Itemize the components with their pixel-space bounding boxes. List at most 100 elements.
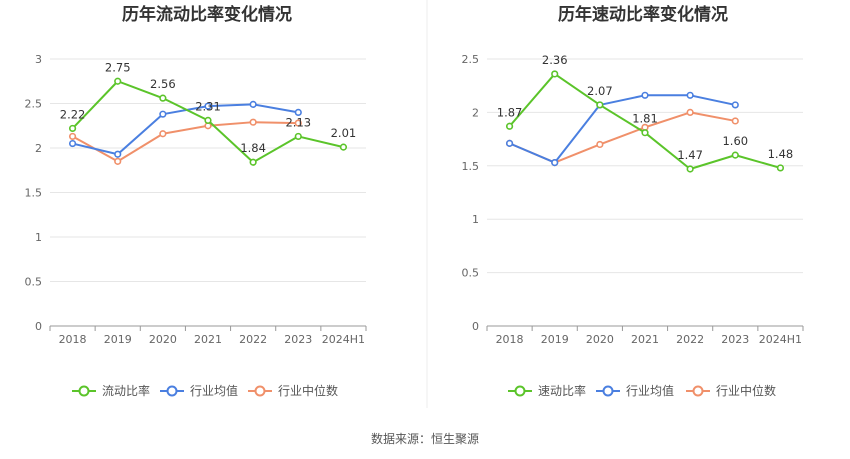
data-label: 2.31 xyxy=(195,99,221,113)
data-point xyxy=(204,116,212,125)
chart-1: 历年流动比率变化情况 0 0.5 1 1.5 2 2.5 3 2018 2019 2020 2021 2… xyxy=(25,4,367,398)
legend-item: 行业均值 xyxy=(596,383,674,398)
data-label: 2.22 xyxy=(60,107,86,121)
data-point xyxy=(731,101,739,109)
data-point xyxy=(731,117,739,125)
x-tick-label: 2019 xyxy=(104,333,132,346)
y-tick-label: 3 xyxy=(35,53,42,66)
data-point xyxy=(114,157,122,165)
data-point xyxy=(505,139,514,147)
series-line-3 xyxy=(72,121,299,163)
x-tick-label: 2022 xyxy=(676,333,704,346)
y-tick-label: 0 xyxy=(472,320,479,333)
data-point xyxy=(68,132,77,141)
data-point xyxy=(686,91,694,99)
data-point xyxy=(551,158,559,167)
legend-marker xyxy=(514,385,526,397)
data-point xyxy=(596,140,604,149)
data-point xyxy=(551,70,559,78)
data-point xyxy=(339,143,348,151)
legend-label: 行业均值 xyxy=(190,383,238,398)
data-label: 1.48 xyxy=(768,147,794,161)
x-tick-label: 2022 xyxy=(239,333,267,346)
data-point xyxy=(249,100,257,108)
x-tick-label: 2018 xyxy=(59,333,87,346)
data-label: 1.47 xyxy=(677,148,703,162)
data-point xyxy=(641,91,649,99)
data-point xyxy=(686,165,694,173)
x-tick-label: 2021 xyxy=(194,333,222,346)
data-point xyxy=(686,108,694,116)
data-point xyxy=(596,101,604,109)
data-point xyxy=(294,108,302,116)
data-point xyxy=(114,77,122,85)
x-tick-label: 2019 xyxy=(541,333,569,346)
x-tick-label: 2024H1 xyxy=(759,333,802,346)
chart-title: 历年流动比率变化情况 xyxy=(122,4,292,25)
x-tick-label: 2021 xyxy=(631,333,659,346)
y-tick-label: 0.5 xyxy=(25,276,43,289)
y-tick-label: 1 xyxy=(472,213,479,226)
legend-item: 行业均值 xyxy=(160,383,238,398)
data-point xyxy=(294,132,302,141)
legend-marker xyxy=(166,385,178,397)
data-label: 2.75 xyxy=(105,60,131,74)
legend-marker xyxy=(78,385,90,397)
data-point xyxy=(249,118,257,126)
data-point xyxy=(159,110,167,118)
legend-label: 流动比率 xyxy=(102,383,150,398)
x-tick-label: 2024H1 xyxy=(322,333,365,346)
y-tick-label: 1.5 xyxy=(25,187,43,200)
data-point xyxy=(68,139,77,148)
series-line-2 xyxy=(509,94,736,164)
data-label: 1.87 xyxy=(497,105,523,119)
x-tick-label: 2020 xyxy=(586,333,614,346)
y-tick-label: 2.5 xyxy=(25,98,43,111)
data-point xyxy=(204,102,212,110)
y-tick-label: 2 xyxy=(35,142,42,155)
y-tick-label: 1.5 xyxy=(462,160,480,173)
data-label: 2.01 xyxy=(331,126,357,140)
data-label: 1.84 xyxy=(240,141,266,155)
data-point xyxy=(505,122,514,130)
data-point xyxy=(249,158,257,166)
x-tick-label: 2023 xyxy=(721,333,749,346)
data-label: 1.81 xyxy=(632,112,658,126)
legend: 流动比率 行业均值 行业中位数 xyxy=(72,383,338,398)
x-tick-label: 2018 xyxy=(496,333,524,346)
data-point xyxy=(294,119,302,127)
legend-label: 行业中位数 xyxy=(278,383,338,398)
data-point xyxy=(114,150,122,158)
y-tick-label: 1 xyxy=(35,231,42,244)
legend-marker xyxy=(254,385,266,397)
data-point xyxy=(159,94,167,102)
x-tick-label: 2023 xyxy=(284,333,312,346)
data-point xyxy=(68,124,77,133)
legend-marker xyxy=(692,385,704,397)
y-tick-label: 2.5 xyxy=(462,53,480,66)
chart-title: 历年速动比率变化情况 xyxy=(558,4,728,25)
data-point xyxy=(731,151,739,159)
data-point xyxy=(159,130,167,138)
legend-item: 行业中位数 xyxy=(248,383,338,398)
chart-2: 历年速动比率变化情况 0 0.5 1 1.5 2 2.5 2018 2019 2020 2021 20… xyxy=(462,4,804,398)
data-label: 1.60 xyxy=(722,134,748,148)
legend-label: 行业中位数 xyxy=(716,383,776,398)
y-tick-label: 2 xyxy=(472,106,479,119)
y-tick-label: 0 xyxy=(35,320,42,333)
data-point xyxy=(641,129,649,137)
data-label: 2.56 xyxy=(150,77,176,91)
data-point xyxy=(776,164,785,172)
legend-label: 行业均值 xyxy=(626,383,674,398)
legend: 速动比率 行业均值 行业中位数 xyxy=(508,383,776,398)
legend-marker xyxy=(602,385,614,397)
legend-item: 速动比率 xyxy=(508,383,586,398)
data-label: 2.13 xyxy=(285,115,311,129)
y-tick-label: 0.5 xyxy=(462,267,480,280)
data-label: 2.07 xyxy=(587,84,613,98)
data-label: 2.36 xyxy=(542,53,568,67)
legend-item: 行业中位数 xyxy=(686,383,776,398)
legend-label: 速动比率 xyxy=(538,383,586,398)
